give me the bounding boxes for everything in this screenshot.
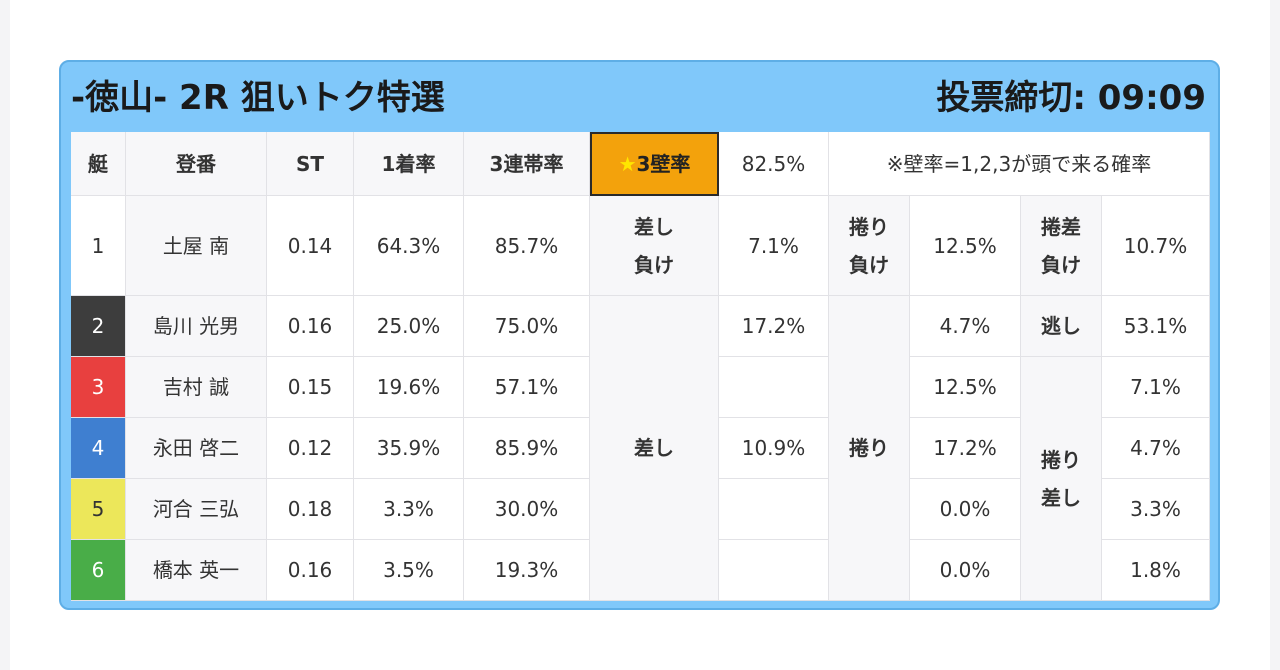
sashi-value: 17.2% bbox=[719, 296, 829, 357]
sashi-value: 10.9% bbox=[719, 418, 829, 479]
star-icon: ★ bbox=[618, 152, 637, 176]
wall-rate-note: ※壁率=1,2,3が頭で来る確率 bbox=[829, 132, 1210, 196]
racer-name: 橋本 英一 bbox=[126, 540, 267, 601]
racer-st: 0.15 bbox=[267, 357, 354, 418]
makuri-value: 0.0% bbox=[910, 540, 1021, 601]
boat-number-5: 5 bbox=[71, 479, 126, 540]
racer-first-rate: 64.3% bbox=[354, 196, 464, 296]
wall-rate-label: 3壁率 bbox=[636, 152, 691, 176]
racer-name: 永田 啓二 bbox=[126, 418, 267, 479]
header-trio-rate: 3連帯率 bbox=[464, 132, 590, 196]
makuri-make-value: 12.5% bbox=[910, 196, 1021, 296]
makurisashi-value: 7.1% bbox=[1102, 357, 1210, 418]
racer-name: 土屋 南 bbox=[126, 196, 267, 296]
racer-first-rate: 3.5% bbox=[354, 540, 464, 601]
racer-trio-rate: 85.9% bbox=[464, 418, 590, 479]
makuri-value: 12.5% bbox=[910, 357, 1021, 418]
race-title: -徳山- 2R 狙いトク特選 bbox=[71, 78, 445, 118]
racer-first-rate: 35.9% bbox=[354, 418, 464, 479]
makurisashi-label: 捲り 差し bbox=[1021, 357, 1102, 601]
racer-st: 0.16 bbox=[267, 296, 354, 357]
boat-number-4: 4 bbox=[71, 418, 126, 479]
makuri-value: 17.2% bbox=[910, 418, 1021, 479]
racer-trio-rate: 75.0% bbox=[464, 296, 590, 357]
boat-number-1: 1 bbox=[71, 196, 126, 296]
makurisashi-value: 4.7% bbox=[1102, 418, 1210, 479]
racer-st: 0.16 bbox=[267, 540, 354, 601]
makurisashi-make-label: 捲差 負け bbox=[1021, 196, 1102, 296]
sashi-value bbox=[719, 540, 829, 601]
makurisashi-value: 3.3% bbox=[1102, 479, 1210, 540]
makuri-value: 4.7% bbox=[910, 296, 1021, 357]
header-first-rate: 1着率 bbox=[354, 132, 464, 196]
racer-name: 島川 光男 bbox=[126, 296, 267, 357]
racer-first-rate: 25.0% bbox=[354, 296, 464, 357]
racer-first-rate: 19.6% bbox=[354, 357, 464, 418]
makurisashi-make-line2: 負け bbox=[1041, 252, 1081, 277]
boat-number-2: 2 bbox=[71, 296, 126, 357]
header-boat: 艇 bbox=[71, 132, 126, 196]
sashi-label: 差し bbox=[590, 296, 719, 601]
sashi-value bbox=[719, 357, 829, 418]
makuri-value: 0.0% bbox=[910, 479, 1021, 540]
sashi-make-line2: 負け bbox=[634, 252, 674, 277]
wall-rate-header: ★ 3壁率 bbox=[590, 132, 719, 196]
vote-deadline: 投票締切: 09:09 bbox=[936, 78, 1206, 118]
wall-rate-value: 82.5% bbox=[719, 132, 829, 196]
racer-st: 0.14 bbox=[267, 196, 354, 296]
makurisashi-value: 1.8% bbox=[1102, 540, 1210, 601]
sashi-make-label: 差し 負け bbox=[590, 196, 719, 296]
makurisashi-line2: 差し bbox=[1041, 485, 1081, 510]
racer-trio-rate: 19.3% bbox=[464, 540, 590, 601]
nige-value: 53.1% bbox=[1102, 296, 1210, 357]
stats-table: 艇 登番 ST 1着率 3連帯率 ★ 3壁率 82.5% ※壁率=1,2,3が頭で… bbox=[71, 132, 1210, 601]
makurisashi-make-line1: 捲差 bbox=[1041, 214, 1081, 239]
racer-st: 0.18 bbox=[267, 479, 354, 540]
racer-name: 河合 三弘 bbox=[126, 479, 267, 540]
racer-first-rate: 3.3% bbox=[354, 479, 464, 540]
makuri-make-line1: 捲り bbox=[849, 214, 889, 239]
racer-trio-rate: 57.1% bbox=[464, 357, 590, 418]
makurisashi-line1: 捲り bbox=[1041, 447, 1081, 472]
sashi-make-value: 7.1% bbox=[719, 196, 829, 296]
racer-trio-rate: 30.0% bbox=[464, 479, 590, 540]
makuri-make-line2: 負け bbox=[849, 252, 889, 277]
makuri-label: 捲り bbox=[829, 296, 910, 601]
makuri-make-label: 捲り 負け bbox=[829, 196, 910, 296]
race-card: -徳山- 2R 狙いトク特選 投票締切: 09:09 艇 登番 ST 1着率 3… bbox=[59, 60, 1220, 610]
header-name: 登番 bbox=[126, 132, 267, 196]
boat-number-3: 3 bbox=[71, 357, 126, 418]
makurisashi-make-value: 10.7% bbox=[1102, 196, 1210, 296]
sashi-value bbox=[719, 479, 829, 540]
nige-label: 逃し bbox=[1021, 296, 1102, 357]
header-st: ST bbox=[267, 132, 354, 196]
racer-trio-rate: 85.7% bbox=[464, 196, 590, 296]
sashi-make-line1: 差し bbox=[634, 214, 674, 239]
racer-st: 0.12 bbox=[267, 418, 354, 479]
racer-name: 吉村 誠 bbox=[126, 357, 267, 418]
boat-number-6: 6 bbox=[71, 540, 126, 601]
